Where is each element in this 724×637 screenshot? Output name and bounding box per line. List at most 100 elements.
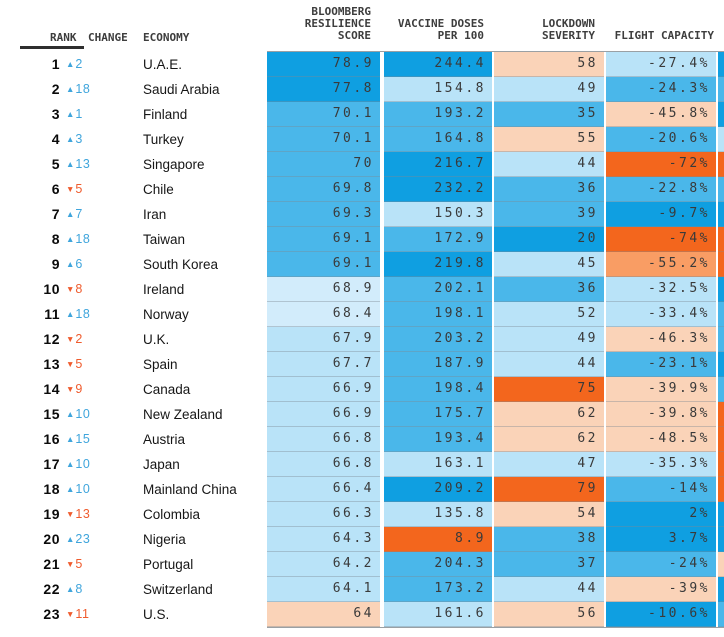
doses-cell: 161.6 <box>384 602 492 627</box>
doses-column-header: VACCINE DOSES PER 100 <box>398 18 484 42</box>
change-value: 18 <box>75 307 91 321</box>
economy: Mainland China <box>143 482 237 497</box>
change-value: 10 <box>75 407 91 421</box>
doses-cell: 244.4 <box>384 52 492 77</box>
change-cell: ▲18 <box>64 227 130 252</box>
change-cell: ▲10 <box>64 402 130 427</box>
change-cell: ▲18 <box>64 302 130 327</box>
next-column-strip <box>718 77 724 102</box>
lockdown-cell: 49 <box>494 327 604 352</box>
doses-cell: 204.3 <box>384 552 492 577</box>
lockdown-cell: 52 <box>494 302 604 327</box>
change-arrow-icon: ▲ <box>66 309 75 319</box>
change-arrow-icon: ▲ <box>66 459 75 469</box>
change-cell: ▼5 <box>64 552 130 577</box>
score-cell: 70.1 <box>267 102 380 127</box>
change-cell: ▼9 <box>64 377 130 402</box>
rank: 10 <box>43 281 60 297</box>
score-cell: 69.8 <box>267 177 380 202</box>
change-arrow-icon: ▲ <box>66 434 75 444</box>
score-header-line1: BLOOMBERG <box>311 5 371 18</box>
score-cell: 68.9 <box>267 277 380 302</box>
economy: Taiwan <box>143 232 186 247</box>
table-row: 13 ▼5 Spain 67.7 187.9 44 -23.1% <box>20 352 724 377</box>
change-arrow-icon: ▲ <box>66 409 75 419</box>
rank: 1 <box>51 56 60 72</box>
next-column-strip <box>718 377 724 402</box>
change-value: 1 <box>75 107 83 121</box>
table-row: 8 ▲18 Taiwan 69.1 172.9 20 -74% <box>20 227 724 252</box>
flight-cell: -24% <box>606 552 716 577</box>
change-value: 5 <box>75 557 83 571</box>
doses-cell: 173.2 <box>384 577 492 602</box>
next-column-strip <box>718 602 724 627</box>
change-arrow-icon: ▼ <box>66 559 75 569</box>
lockdown-cell: 37 <box>494 552 604 577</box>
next-column-strip <box>718 527 724 552</box>
score-cell: 66.3 <box>267 502 380 527</box>
change-cell: ▼8 <box>64 277 130 302</box>
change-value: 5 <box>75 357 83 371</box>
score-cell: 66.4 <box>267 477 380 502</box>
lockdown-cell: 36 <box>494 177 604 202</box>
next-column-strip <box>718 327 724 352</box>
doses-header-line1: VACCINE DOSES <box>397 17 484 30</box>
rank: 5 <box>51 156 60 172</box>
lockdown-header-line1: LOCKDOWN <box>542 17 595 30</box>
next-column-strip <box>718 127 724 152</box>
table-row: 17 ▲10 Japan 66.8 163.1 47 -35.3% <box>20 452 724 477</box>
change-value: 2 <box>75 332 83 346</box>
doses-cell: 209.2 <box>384 477 492 502</box>
change-cell: ▲23 <box>64 527 130 552</box>
economy-column-header: ECONOMY <box>143 31 190 44</box>
table-row: 23 ▼11 U.S. 64 161.6 56 -10.6% <box>20 602 724 627</box>
economy: South Korea <box>143 257 219 272</box>
change-value: 9 <box>75 382 83 396</box>
change-cell: ▼5 <box>64 177 130 202</box>
table-row: 6 ▼5 Chile 69.8 232.2 36 -22.8% <box>20 177 724 202</box>
change-value: 23 <box>75 532 91 546</box>
change-arrow-icon: ▲ <box>66 84 75 94</box>
doses-cell: 216.7 <box>384 152 492 177</box>
economy: U.K. <box>143 332 170 347</box>
change-value: 10 <box>75 457 91 471</box>
change-arrow-icon: ▲ <box>66 234 75 244</box>
table-row: 9 ▲6 South Korea 69.1 219.8 45 -55.2% <box>20 252 724 277</box>
doses-cell: 203.2 <box>384 327 492 352</box>
next-column-strip <box>718 427 724 452</box>
flight-cell: -10.6% <box>606 602 716 627</box>
economy: Spain <box>143 357 178 372</box>
lockdown-cell: 62 <box>494 402 604 427</box>
lockdown-cell: 44 <box>494 152 604 177</box>
table-row: 1 ▲2 U.A.E. 78.9 244.4 58 -27.4% <box>20 52 724 77</box>
table-row: 18 ▲10 Mainland China 66.4 209.2 79 -14% <box>20 477 724 502</box>
doses-cell: 172.9 <box>384 227 492 252</box>
change-arrow-icon: ▲ <box>66 534 75 544</box>
rank: 6 <box>51 181 60 197</box>
lockdown-cell: 45 <box>494 252 604 277</box>
change-arrow-icon: ▲ <box>66 109 75 119</box>
change-arrow-icon: ▼ <box>66 284 75 294</box>
flight-cell: 3.7% <box>606 527 716 552</box>
score-cell: 78.9 <box>267 52 380 77</box>
rank: 14 <box>43 381 60 397</box>
flight-cell: -39% <box>606 577 716 602</box>
table-row: 14 ▼9 Canada 66.9 198.4 75 -39.9% <box>20 377 724 402</box>
next-column-strip <box>718 52 724 77</box>
doses-cell: 163.1 <box>384 452 492 477</box>
doses-cell: 164.8 <box>384 127 492 152</box>
score-cell: 67.7 <box>267 352 380 377</box>
doses-cell: 187.9 <box>384 352 492 377</box>
table-body: 1 ▲2 U.A.E. 78.9 244.4 58 -27.4% 2 ▲18 S… <box>20 52 724 627</box>
next-column-strip <box>718 352 724 377</box>
doses-cell: 202.1 <box>384 277 492 302</box>
doses-cell: 175.7 <box>384 402 492 427</box>
change-arrow-icon: ▲ <box>66 159 75 169</box>
lockdown-cell: 44 <box>494 352 604 377</box>
economy: Iran <box>143 207 167 222</box>
economy: Norway <box>143 307 189 322</box>
lockdown-cell: 75 <box>494 377 604 402</box>
doses-cell: 154.8 <box>384 77 492 102</box>
change-value: 13 <box>75 157 91 171</box>
economy: Canada <box>143 382 191 397</box>
